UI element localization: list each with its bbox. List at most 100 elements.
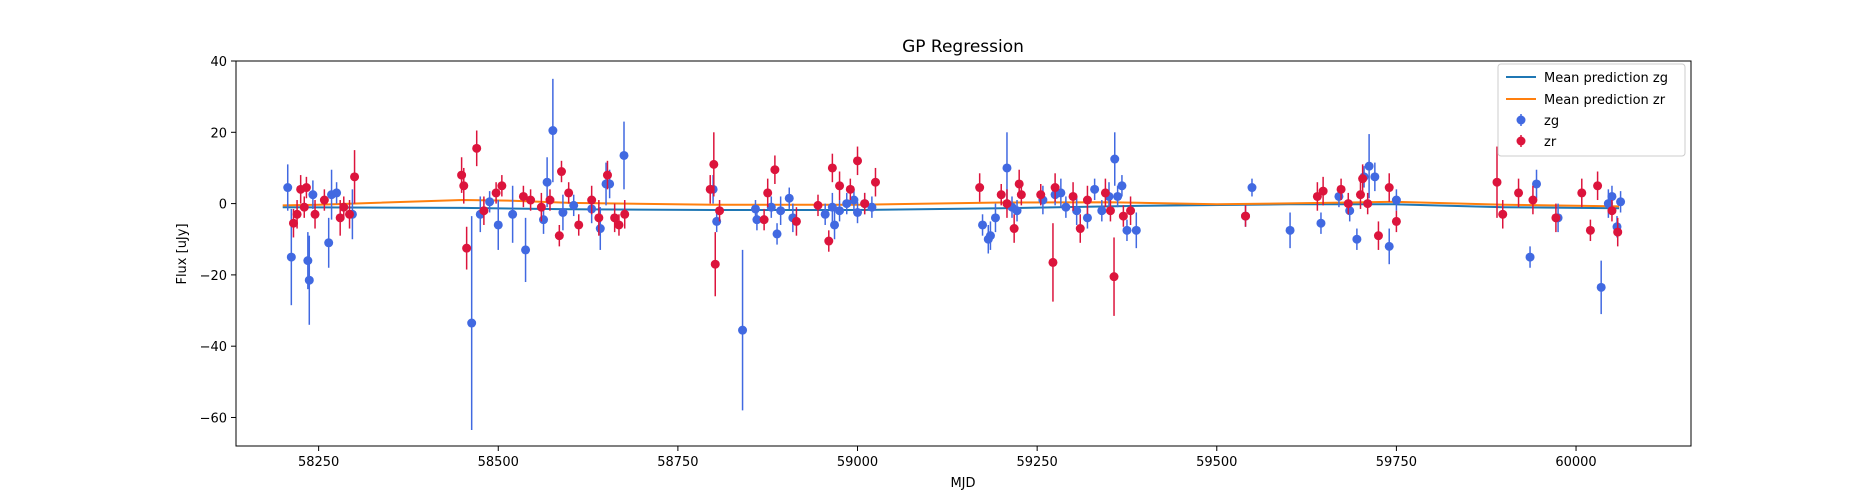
point-zg [820, 209, 830, 219]
point-zg [1607, 191, 1617, 201]
point-zg [1122, 225, 1132, 235]
point-zr [299, 202, 309, 212]
point-zg [1002, 163, 1012, 173]
point-zg [539, 215, 549, 225]
point-zr [996, 190, 1006, 200]
point-zr [845, 184, 855, 194]
point-zr [975, 183, 985, 193]
point-zr [715, 206, 725, 216]
point-zr [1355, 190, 1365, 200]
point-zr [536, 202, 546, 212]
chart-title: GP Regression [902, 37, 1024, 57]
point-zg [1056, 188, 1066, 198]
point-zg [830, 220, 840, 230]
y-tick-label: 20 [210, 126, 227, 141]
point-zr [770, 165, 780, 175]
point-zr [491, 188, 501, 198]
point-zr [1498, 209, 1508, 219]
point-zg [1532, 179, 1542, 189]
legend: Mean prediction zg Mean prediction zr zg… [1497, 63, 1686, 157]
point-zr [1105, 206, 1115, 216]
point-zg [867, 202, 877, 212]
point-zg [776, 206, 786, 216]
point-zr [610, 213, 620, 223]
legend-label-mean-prediction-zr: Mean prediction zr [1544, 93, 1666, 108]
point-zg [1110, 154, 1120, 164]
point-zg [303, 256, 313, 266]
point-zg [558, 208, 568, 218]
point-zr [457, 170, 467, 180]
point-zr [1363, 199, 1373, 209]
x-axis-label: MJD [950, 476, 975, 491]
point-zr [1082, 195, 1092, 205]
point-zr [1050, 183, 1060, 193]
point-zg [493, 220, 503, 230]
point-zr [1109, 272, 1119, 282]
y-tick-label: −20 [200, 269, 227, 284]
point-zg [1345, 206, 1355, 216]
point-zr [472, 143, 482, 153]
x-tick-label: 59250 [1016, 455, 1057, 470]
point-zr [526, 195, 536, 205]
point-zg [308, 190, 318, 200]
point-zr [288, 218, 298, 228]
point-zr [1318, 186, 1328, 196]
x-tick-label: 59750 [1376, 455, 1417, 470]
point-zg [1072, 206, 1082, 216]
y-axis-ticks: −60 −40 −20 0 20 40 [200, 55, 236, 426]
point-zg [978, 220, 988, 230]
point-zr [1036, 190, 1046, 200]
point-zr [763, 188, 773, 198]
point-zr [1613, 227, 1623, 237]
point-zg [752, 215, 762, 225]
point-zr [602, 170, 612, 180]
point-zg [332, 188, 342, 198]
data-points [283, 78, 1626, 430]
point-zr [574, 220, 584, 230]
point-zg [619, 150, 629, 160]
y-tick-label: 40 [210, 55, 227, 70]
point-zr [791, 216, 801, 226]
point-zr [319, 195, 329, 205]
point-zg [467, 318, 477, 328]
legend-point [1516, 115, 1526, 125]
point-zg [324, 238, 334, 248]
point-zr [1358, 174, 1368, 184]
x-tick-label: 58500 [478, 455, 519, 470]
x-tick-label: 59500 [1196, 455, 1237, 470]
point-zg [1012, 206, 1022, 216]
point-zg [1616, 197, 1626, 207]
point-zr [594, 213, 604, 223]
point-zr [1100, 188, 1110, 198]
point-zg [1384, 241, 1394, 251]
series-zr [288, 130, 1623, 316]
x-tick-label: 60000 [1555, 455, 1596, 470]
y-axis-label: Flux [uJy] [175, 223, 190, 284]
point-zr [350, 172, 360, 182]
legend-label-zg: zg [1544, 114, 1559, 129]
point-zr [1016, 190, 1026, 200]
legend-swatch-zg [1516, 114, 1526, 126]
x-axis-ticks: 58250 58500 58750 59000 59250 59500 59750 60000 [298, 446, 1597, 470]
point-zr [1002, 199, 1012, 209]
point-zg [1131, 225, 1141, 235]
point-zr [1514, 188, 1524, 198]
point-zg [1603, 199, 1613, 209]
point-zr [1126, 206, 1136, 216]
point-zr [310, 209, 320, 219]
point-zr [1607, 206, 1617, 216]
point-zg [283, 183, 293, 193]
point-zg [595, 224, 605, 234]
point-zr [479, 206, 489, 216]
point-zg [1082, 213, 1092, 223]
series-zg [283, 78, 1626, 430]
point-zr [1551, 213, 1561, 223]
point-zg [1316, 218, 1326, 228]
point-zg [1061, 202, 1071, 212]
x-tick-label: 59000 [837, 455, 878, 470]
y-tick-label: −60 [200, 411, 227, 426]
point-zr [1009, 224, 1019, 234]
point-zr [1343, 199, 1353, 209]
point-zr [860, 199, 870, 209]
